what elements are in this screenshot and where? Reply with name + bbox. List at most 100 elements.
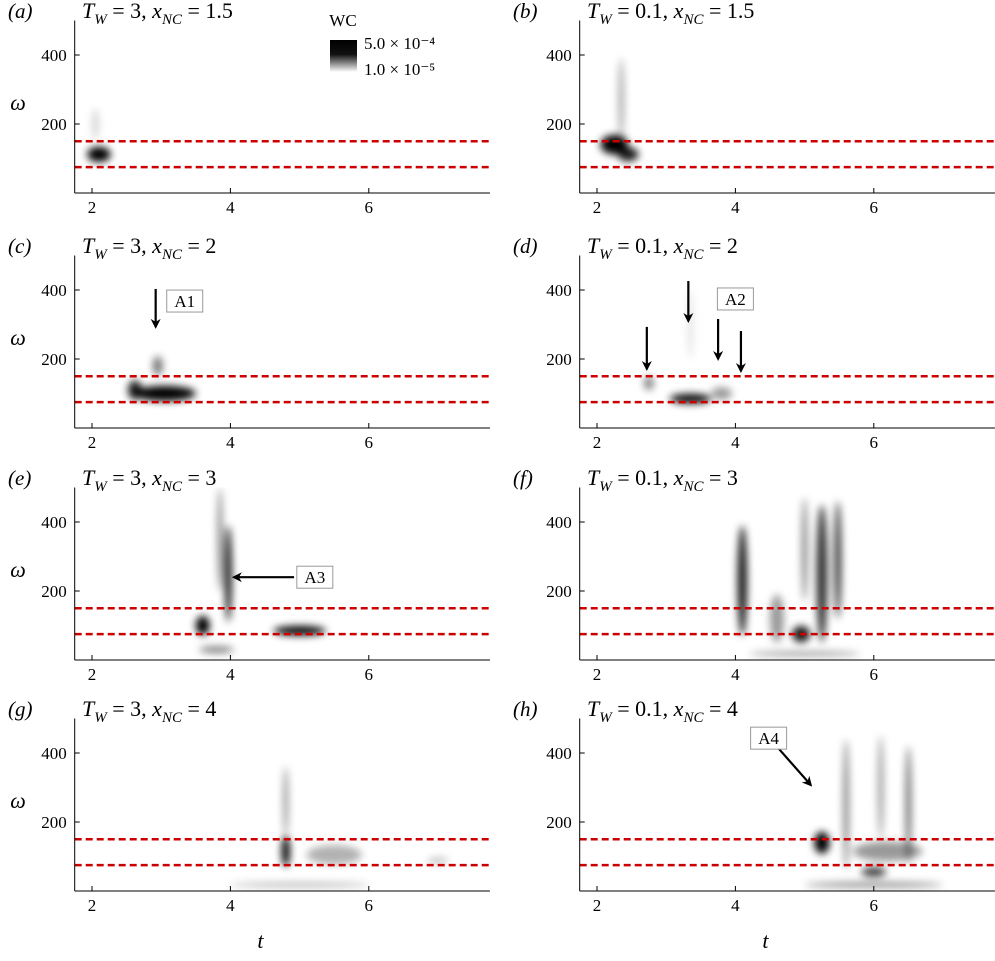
panel-label: (d) bbox=[513, 234, 538, 258]
x-tick-label: 4 bbox=[731, 433, 740, 452]
x-tick-label: 4 bbox=[226, 896, 235, 915]
title-part: x bbox=[673, 465, 684, 490]
title-part: W bbox=[94, 710, 108, 726]
title-part: x bbox=[151, 233, 162, 258]
plot-area bbox=[74, 487, 490, 654]
x-tick-label: 4 bbox=[226, 665, 235, 684]
x-tick-label: 4 bbox=[226, 433, 235, 452]
annotation-arrow bbox=[777, 747, 813, 787]
coherence-blob bbox=[770, 594, 784, 643]
coherence-blob bbox=[195, 615, 210, 636]
title-part: NC bbox=[682, 12, 704, 28]
title-part: T bbox=[587, 465, 601, 490]
y-tick-label: 200 bbox=[546, 582, 572, 601]
annotation-label: A1 bbox=[174, 292, 195, 311]
panel: 2 4 6 200 400 (c) TW = 3, xNC = 2 ω A1 bbox=[8, 233, 490, 452]
panel-label: (a) bbox=[8, 0, 33, 23]
x-tick-label: 2 bbox=[593, 665, 602, 684]
coherence-blob bbox=[816, 504, 828, 643]
x-tick-label: 6 bbox=[365, 896, 374, 915]
coherence-blob bbox=[152, 356, 163, 376]
coherence-blob bbox=[87, 146, 111, 162]
y-tick-label: 200 bbox=[546, 115, 572, 134]
panel: 2 4 6 200 400 (f) TW = 0.1, xNC = 3 bbox=[513, 465, 995, 684]
title-part: NC bbox=[682, 247, 704, 263]
title-part: W bbox=[599, 710, 613, 726]
panel: 2 4 6 200 400 (e) TW = 3, xNC = 3 ω A3 bbox=[8, 465, 490, 684]
coherence-blob bbox=[814, 831, 830, 854]
title-part: W bbox=[599, 479, 613, 495]
title-part: = 4 bbox=[182, 696, 216, 721]
title-part: T bbox=[82, 696, 96, 721]
y-axis-label: ω bbox=[10, 325, 26, 350]
title-part: T bbox=[587, 233, 601, 258]
panel-title: TW = 0.1, xNC = 4 bbox=[587, 696, 738, 726]
coherence-blob bbox=[737, 525, 748, 636]
x-tick-label: 6 bbox=[870, 896, 879, 915]
title-part: W bbox=[599, 12, 613, 28]
coherence-blob bbox=[801, 497, 808, 602]
plot-area bbox=[74, 108, 490, 169]
title-part: = 2 bbox=[182, 233, 216, 258]
title-part: NC bbox=[161, 12, 183, 28]
title-part: = 0.1, bbox=[612, 0, 674, 23]
x-tick-label: 4 bbox=[731, 198, 740, 217]
coherence-blob bbox=[834, 501, 842, 619]
coherence-blob bbox=[281, 835, 290, 867]
y-tick-label: 200 bbox=[41, 582, 67, 601]
x-tick-label: 4 bbox=[731, 896, 740, 915]
title-part: W bbox=[94, 12, 108, 28]
panel: 2 4 6 200 400 (g) TW = 3, xNC = 4 ω t bbox=[8, 696, 490, 953]
title-part: = 0.1, bbox=[612, 233, 674, 258]
x-tick-label: 6 bbox=[870, 433, 879, 452]
coherence-blob bbox=[217, 487, 223, 591]
coherence-blob bbox=[127, 380, 142, 400]
y-tick-label: 400 bbox=[546, 744, 572, 763]
panel-title: TW = 0.1, xNC = 2 bbox=[587, 233, 738, 263]
panel-label: (e) bbox=[8, 466, 31, 490]
annotation-label: A3 bbox=[304, 568, 325, 587]
x-tick-label: 6 bbox=[365, 665, 374, 684]
panel-title: TW = 3, xNC = 1.5 bbox=[82, 0, 233, 28]
plot-area bbox=[74, 766, 490, 887]
x-tick-label: 2 bbox=[88, 198, 97, 217]
panel-title: TW = 3, xNC = 2 bbox=[82, 233, 216, 263]
coherence-blob bbox=[92, 108, 99, 140]
y-tick-label: 200 bbox=[41, 115, 67, 134]
panel-label: (c) bbox=[8, 234, 31, 258]
annotation-box bbox=[716, 287, 754, 311]
coherence-blob bbox=[804, 882, 943, 888]
x-tick-label: 2 bbox=[88, 896, 97, 915]
coherence-blob bbox=[283, 766, 288, 836]
y-tick-label: 400 bbox=[41, 744, 67, 763]
x-tick-label: 6 bbox=[365, 433, 374, 452]
y-tick-label: 400 bbox=[546, 513, 572, 532]
x-tick-label: 2 bbox=[593, 198, 602, 217]
title-part: W bbox=[599, 247, 613, 263]
title-part: = 3 bbox=[703, 465, 737, 490]
blobs bbox=[230, 766, 449, 887]
x-axis-label: t bbox=[762, 928, 769, 953]
coherence-blob bbox=[199, 646, 234, 654]
title-part: x bbox=[151, 0, 162, 23]
title-part: x bbox=[673, 233, 684, 258]
blobs bbox=[600, 58, 639, 162]
coherence-blob bbox=[224, 525, 232, 623]
title-part: = 3, bbox=[107, 0, 152, 23]
x-tick-label: 6 bbox=[870, 198, 879, 217]
blobs bbox=[127, 356, 196, 402]
coherence-blob bbox=[711, 387, 732, 400]
y-axis-label: ω bbox=[10, 557, 26, 582]
colorbar-gradient bbox=[330, 40, 357, 72]
y-tick-label: 200 bbox=[546, 813, 572, 832]
coherence-blob bbox=[749, 651, 860, 657]
x-axis-label: t bbox=[257, 928, 264, 953]
x-tick-label: 2 bbox=[88, 665, 97, 684]
title-part: = 1.5 bbox=[703, 0, 754, 23]
coherence-blob bbox=[905, 746, 912, 864]
blobs bbox=[737, 497, 860, 657]
coherence-blob bbox=[877, 735, 884, 840]
y-tick-label: 200 bbox=[546, 350, 572, 369]
blobs bbox=[804, 735, 943, 888]
